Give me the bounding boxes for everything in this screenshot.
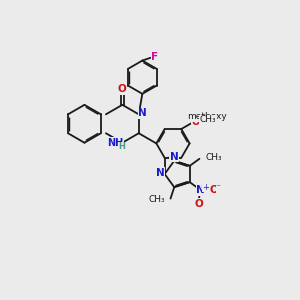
Text: O: O	[194, 199, 203, 209]
Text: O: O	[118, 84, 127, 94]
Text: CH₃: CH₃	[205, 153, 222, 162]
Text: N: N	[170, 152, 178, 162]
Text: N: N	[156, 168, 164, 178]
Text: N: N	[138, 108, 147, 118]
Text: CH₃: CH₃	[200, 116, 216, 124]
Text: N: N	[196, 185, 205, 195]
Text: O: O	[209, 185, 218, 195]
Text: O: O	[192, 117, 200, 127]
Text: CH₃: CH₃	[148, 195, 165, 204]
Text: H: H	[118, 142, 125, 152]
Text: methoxy: methoxy	[187, 112, 227, 121]
Text: NH: NH	[107, 138, 124, 148]
Text: +: +	[202, 183, 209, 192]
Text: F: F	[152, 52, 159, 62]
Text: ⁻: ⁻	[216, 183, 221, 193]
